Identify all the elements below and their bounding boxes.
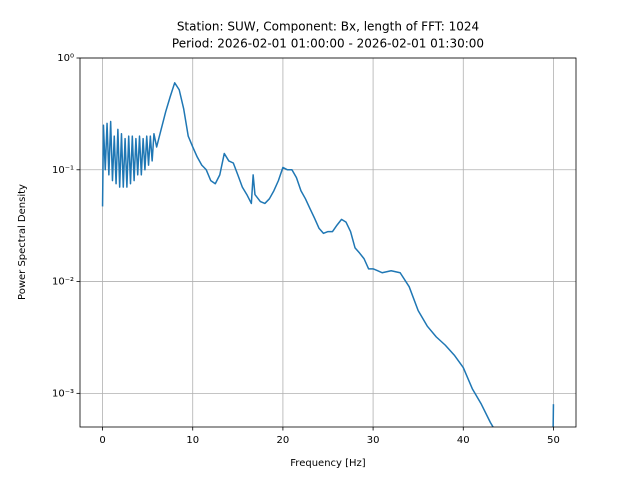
x-tick-label: 0	[99, 435, 105, 446]
x-tick-label: 20	[277, 435, 290, 446]
y-axis-label: Power Spectral Density	[17, 184, 28, 300]
x-axis-label: Frequency [Hz]	[290, 458, 366, 469]
psd-line	[101, 82, 555, 427]
x-tick-label: 10	[186, 435, 199, 446]
plot-frame	[79, 57, 577, 428]
y-tick-label: 10⁻²	[52, 277, 74, 288]
y-tick-label: 10⁰	[57, 53, 74, 64]
x-tick-label: 40	[457, 435, 470, 446]
x-tick-label: 50	[547, 435, 560, 446]
chart-subtitle: Period: 2026-02-01 01:00:00 - 2026-02-01…	[172, 37, 484, 51]
chart-title: Station: SUW, Component: Bx, length of F…	[177, 20, 479, 34]
x-tick-label: 30	[367, 435, 380, 446]
y-tick-label: 10⁻³	[52, 388, 74, 399]
y-tick-label: 10⁻¹	[52, 165, 74, 176]
